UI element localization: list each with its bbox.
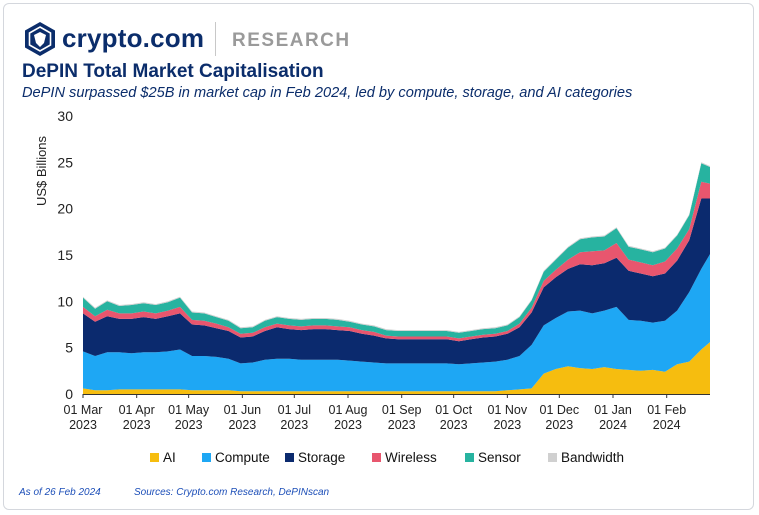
y-tick-label: 30 — [57, 108, 73, 124]
header-divider — [215, 22, 216, 56]
x-tick-year: 2023 — [280, 418, 308, 432]
y-tick-label: 0 — [65, 386, 73, 402]
x-tick-label: 01 Dec — [540, 403, 580, 417]
y-tick-label: 20 — [57, 201, 73, 217]
area-sensor — [83, 163, 710, 339]
x-tick-year: 2023 — [123, 418, 151, 432]
x-tick-year: 2023 — [228, 418, 256, 432]
x-tick-year: 2023 — [545, 418, 573, 432]
legend-swatch-compute — [202, 453, 211, 462]
y-tick-label: 15 — [57, 247, 73, 263]
area-ai — [83, 342, 710, 394]
x-tick-year: 2023 — [69, 418, 97, 432]
x-tick-year: 2023 — [175, 418, 203, 432]
x-tick-year: 2023 — [334, 418, 362, 432]
report-card: crypto.com RESEARCH DePIN Total Market C… — [3, 3, 754, 510]
legend-label-ai: AI — [163, 450, 176, 465]
legend-swatch-ai — [150, 453, 159, 462]
crypto-com-logo-icon — [25, 22, 55, 56]
x-tick-label: 01 Nov — [488, 403, 528, 417]
y-axis: 0 5 10 15 20 25 30 — [57, 108, 73, 402]
y-axis-label: US$ Billions — [34, 135, 49, 206]
as-of-date: As of 26 Feb 2024 — [19, 487, 101, 498]
x-tick-label: 01 Oct — [435, 403, 472, 417]
x-tick-label: 01 Aug — [329, 403, 368, 417]
legend-label-compute: Compute — [215, 450, 270, 465]
legend-label-sensor: Sensor — [478, 450, 521, 465]
brand-name: crypto.com — [62, 23, 205, 53]
y-tick-label: 5 — [65, 340, 73, 356]
legend-label-bandwidth: Bandwidth — [561, 450, 624, 465]
legend-swatch-bandwidth — [548, 453, 557, 462]
section-label: RESEARCH — [232, 30, 351, 51]
y-tick-label: 10 — [57, 293, 73, 309]
chart-title: DePIN Total Market Capitalisation — [22, 61, 324, 82]
legend-label-wireless: Wireless — [385, 450, 437, 465]
x-tick-year: 2023 — [493, 418, 521, 432]
area-compute — [83, 254, 710, 392]
x-tick-year: 2024 — [599, 418, 627, 432]
x-tick-year: 2023 — [388, 418, 416, 432]
area-storage — [83, 198, 710, 365]
x-tick-label: 01 May — [168, 403, 210, 417]
x-tick-year: 2024 — [653, 418, 681, 432]
legend: AI Compute Storage Wireless Sensor Bandwidth — [150, 450, 624, 465]
x-tick-label: 01 Jul — [278, 403, 311, 417]
legend-swatch-storage — [285, 453, 294, 462]
legend-label-storage: Storage — [298, 450, 345, 465]
series-areas — [83, 162, 710, 394]
legend-swatch-wireless — [372, 453, 381, 462]
x-tick-label: 01 Feb — [647, 403, 686, 417]
x-tick-year: 2023 — [440, 418, 468, 432]
y-tick-label: 25 — [57, 154, 73, 170]
chart-subtitle: DePIN surpassed $25B in market cap in Fe… — [22, 85, 633, 101]
x-tick-label: 01 Jun — [224, 403, 262, 417]
x-tick-label: 01 Mar — [64, 403, 103, 417]
area-wireless — [83, 181, 710, 342]
x-tick-label: 01 Jan — [594, 403, 632, 417]
x-tick-label: 01 Apr — [119, 403, 155, 417]
sources-note: Sources: Crypto.com Research, DePINscan — [134, 487, 330, 498]
legend-swatch-sensor — [465, 453, 474, 462]
x-tick-label: 01 Sep — [382, 403, 422, 417]
